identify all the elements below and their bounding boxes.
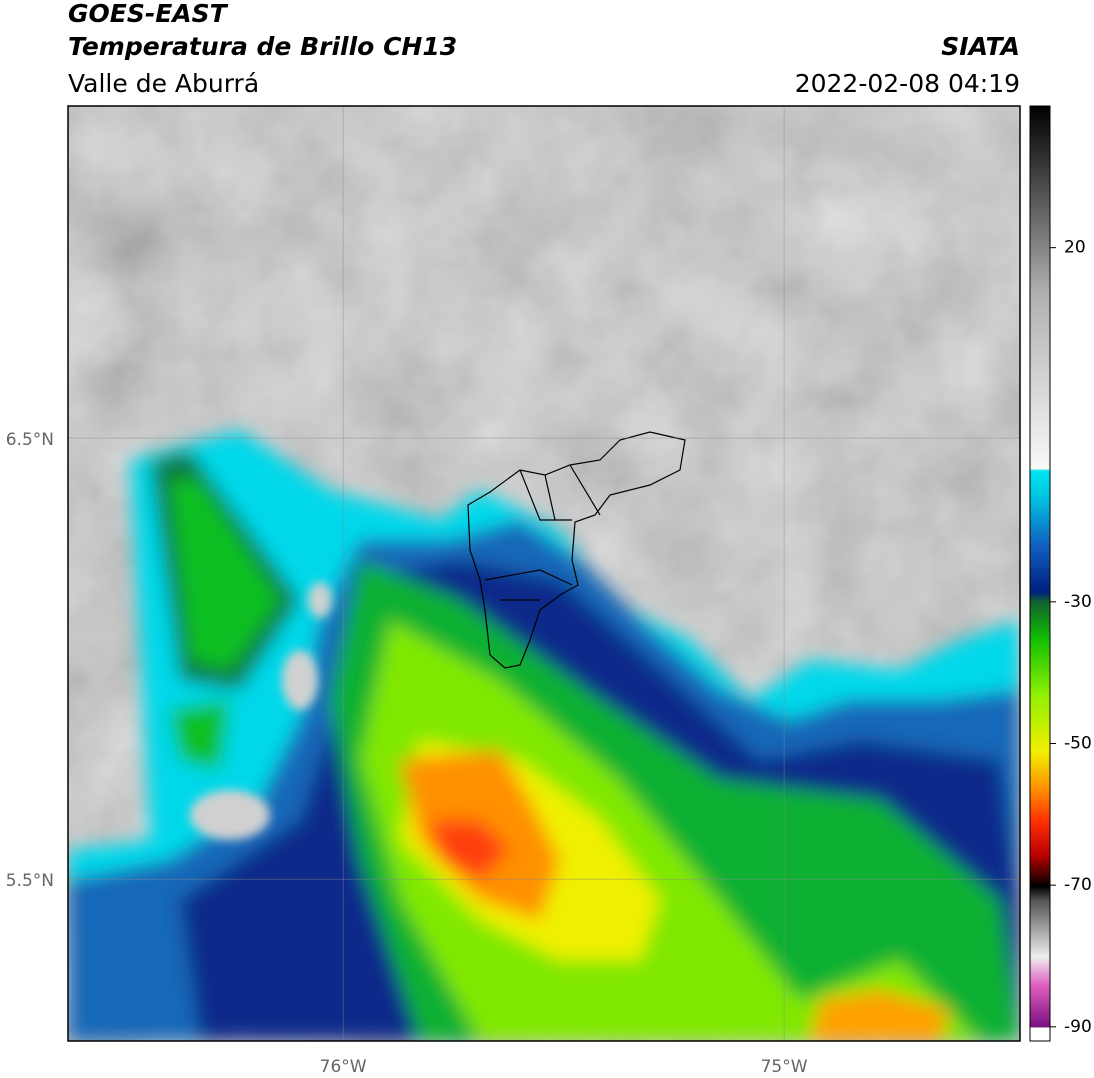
lat-tick-label: 5.5°N (6, 871, 54, 891)
title: GOES-EAST (68, 0, 229, 28)
colorbar-tick-label: 20 (1064, 238, 1086, 258)
lon-tick-label: 76°W (320, 1057, 367, 1077)
colorbar-tick-label: -90 (1064, 1017, 1092, 1037)
map-frame (67, 105, 1021, 1042)
datetime: 2022-02-08 04:19 (795, 69, 1020, 98)
subtitle: Temperatura de Brillo CH13 (68, 32, 457, 61)
municipal-boundaries (467, 431, 686, 669)
colorbar-tick-label: -50 (1064, 734, 1092, 754)
colorbar (1029, 105, 1051, 1042)
colorbar-tick-label: -30 (1064, 592, 1092, 612)
region: Valle de Aburrá (68, 69, 259, 98)
satellite-image (68, 106, 1020, 1041)
colorbar-tick-label: -70 (1064, 875, 1092, 895)
source: SIATA (941, 32, 1020, 61)
lon-tick-label: 75°W (761, 1057, 808, 1077)
lat-tick-label: 6.5°N (6, 430, 54, 450)
graticule (68, 106, 1020, 1041)
